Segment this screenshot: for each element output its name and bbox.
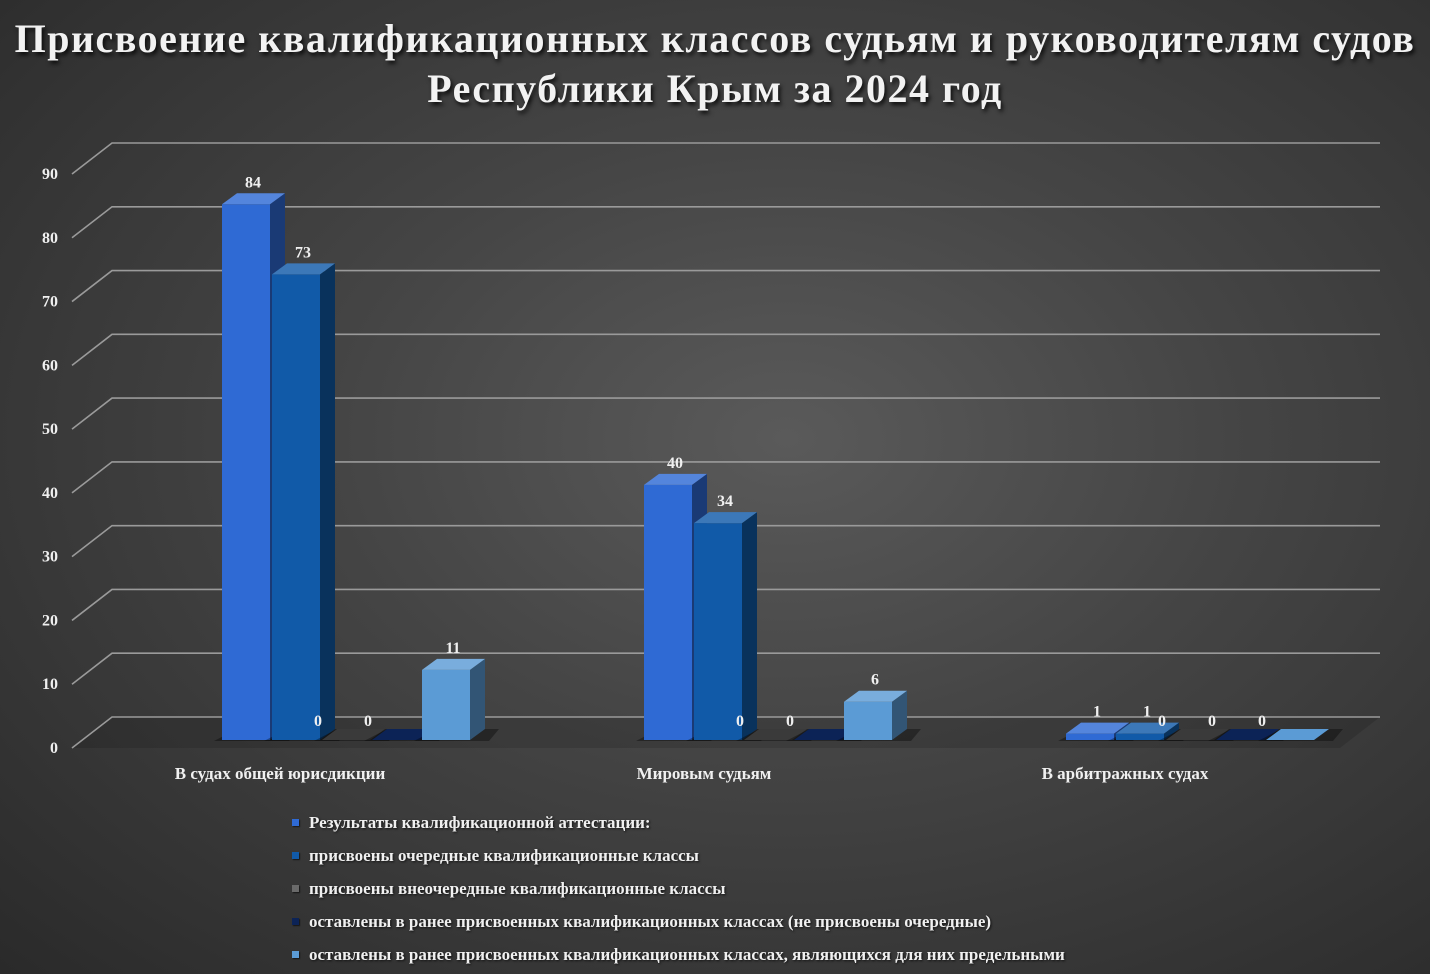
bar: [694, 523, 742, 740]
category-label: Мировым судьям: [637, 764, 772, 783]
chart-title: Присвоение квалификационных классов судь…: [14, 16, 1416, 111]
y-tick-label: 50: [42, 421, 58, 438]
data-label: 1: [1143, 704, 1151, 721]
bar: [372, 729, 435, 740]
legend-label: присвоены очередные квалификационные кла…: [309, 845, 699, 865]
legend-swatch: [292, 918, 299, 925]
data-label: 0: [736, 713, 744, 730]
legend-label: Результаты квалификационной аттестации:: [309, 812, 651, 832]
legend: Результаты квалификационной аттестации: п…: [292, 806, 1065, 971]
gridline: [71, 205, 1380, 239]
bar-top: [1116, 722, 1179, 734]
gridline: [71, 269, 1380, 303]
data-label: 40: [667, 455, 683, 472]
data-label: 0: [786, 713, 794, 730]
bar: [644, 484, 692, 740]
bar-top: [694, 512, 757, 524]
data-label: 0: [1258, 713, 1266, 730]
bar-side: [320, 263, 335, 740]
legend-item: присвоены внеочередные квалификационные …: [292, 872, 1065, 905]
data-label: 0: [1208, 713, 1216, 730]
y-tick-label: 90: [42, 166, 58, 183]
bar: [1166, 729, 1229, 740]
bar: [794, 729, 857, 740]
bar-side: [892, 690, 907, 740]
legend-label: оставлены в ранее присвоенных квалификац…: [309, 944, 1065, 964]
y-tick-label: 10: [42, 676, 58, 693]
legend-item: оставлены в ранее присвоенных квалификац…: [292, 905, 1065, 938]
bar-top: [222, 193, 285, 205]
y-tick-label: 80: [42, 230, 58, 247]
y-tick-label: 30: [42, 549, 58, 566]
bar: [1266, 729, 1329, 740]
legend-item: Результаты квалификационной аттестации:: [292, 806, 1065, 839]
bar: [1216, 729, 1279, 740]
gridline: [71, 333, 1380, 366]
data-label: 0: [364, 713, 372, 730]
category-label: В арбитражных судах: [1042, 764, 1209, 783]
data-label: 1: [1093, 704, 1101, 721]
data-label: 6: [871, 672, 879, 689]
bar-top: [422, 658, 485, 670]
legend-swatch: [292, 819, 299, 826]
data-label: 0: [314, 713, 322, 730]
legend-swatch: [292, 885, 299, 892]
bar: [322, 729, 385, 740]
gridline: [71, 716, 1380, 749]
legend-item: оставлены в ранее присвоенных квалификац…: [292, 938, 1065, 971]
y-tick-label: 60: [42, 357, 58, 374]
gridline: [71, 588, 1380, 622]
gridline: [71, 397, 1380, 430]
legend-item: присвоены очередные квалификационные кла…: [292, 839, 1065, 872]
gridline: [71, 142, 1380, 175]
legend-swatch: [292, 951, 299, 958]
gridline: [71, 652, 1380, 685]
bar-top: [272, 263, 335, 275]
gridline: [71, 524, 1380, 558]
y-tick-label: 0: [50, 740, 58, 757]
bar: [744, 729, 807, 740]
bar: [1116, 733, 1164, 740]
bar-side: [470, 658, 485, 740]
bar: [844, 701, 892, 740]
legend-label: присвоены внеочередные квалификационные …: [309, 878, 726, 898]
bar-top: [844, 690, 907, 702]
data-label: 34: [717, 493, 733, 510]
gridline: [71, 461, 1380, 494]
y-tick-label: 40: [42, 485, 58, 502]
bar-side: [1164, 722, 1179, 740]
legend-swatch: [292, 852, 299, 859]
legend-label: оставлены в ранее присвоенных квалификац…: [309, 911, 992, 931]
bar: [422, 669, 470, 740]
y-tick-label: 20: [42, 612, 58, 629]
bar-top: [644, 473, 707, 485]
bar-top: [1066, 722, 1129, 734]
data-label: 84: [245, 174, 261, 191]
bar: [222, 204, 270, 740]
data-label: 11: [445, 640, 460, 657]
bar-side: [742, 512, 757, 740]
bar: [272, 274, 320, 740]
category-label: В судах общей юрисдикции: [175, 764, 386, 783]
bar: [1066, 733, 1114, 740]
data-label: 73: [295, 244, 311, 261]
data-label: 0: [1158, 713, 1166, 730]
y-tick-label: 70: [42, 294, 58, 311]
